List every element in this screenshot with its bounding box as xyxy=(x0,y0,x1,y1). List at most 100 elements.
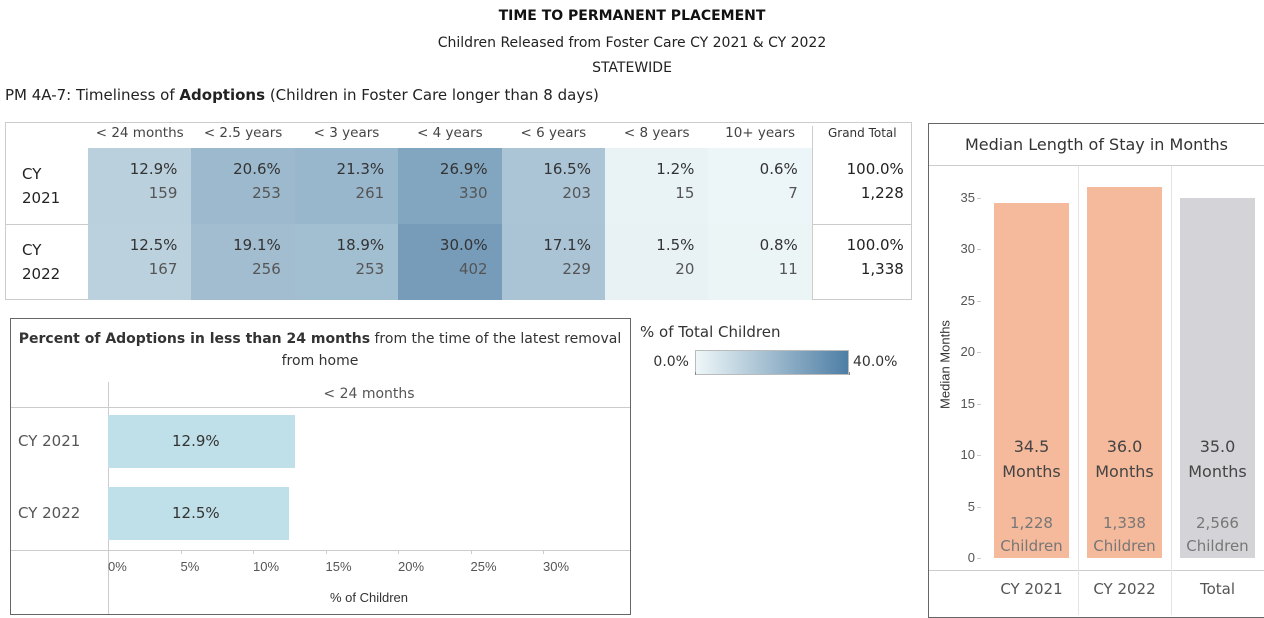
x-tick xyxy=(543,550,544,554)
column-header: < 6 years xyxy=(520,125,587,141)
subtitle: Children Released from Foster Care CY 20… xyxy=(437,35,827,51)
heat-cell: 17.1% 229 xyxy=(501,224,605,300)
y-tick xyxy=(977,558,981,559)
y-tick-label: 15 xyxy=(960,395,975,411)
x-tick-label: 10% xyxy=(253,559,280,574)
y-tick-label: 0 xyxy=(967,550,975,565)
cell-count: 11 xyxy=(778,260,798,278)
header-line xyxy=(11,407,630,408)
title: TIME TO PERMANENT PLACEMENT xyxy=(498,8,766,24)
heat-cell: 30.0% 402 xyxy=(398,224,502,300)
row-label: CY 2021 xyxy=(22,165,61,207)
hbar-title: Percent of Adoptions in less than 24 mon… xyxy=(14,328,626,372)
heat-cell: 12.5% 167 xyxy=(88,224,192,300)
total-count: 1,228 xyxy=(860,184,904,202)
section-title: PM 4A-7: Timeliness of Adoptions (Childr… xyxy=(5,86,599,104)
x-tick xyxy=(470,550,472,554)
category-label: CY 2021 xyxy=(18,432,81,450)
x-tick xyxy=(180,550,182,554)
cell-count: 7 xyxy=(788,184,798,202)
cell-count: 15 xyxy=(675,184,695,202)
x-tick xyxy=(398,550,399,554)
column-header: 10+ years xyxy=(725,125,796,141)
y-tick xyxy=(977,352,981,354)
y-tick xyxy=(977,197,981,199)
bar-label: 36.0 Months xyxy=(1095,437,1154,481)
section-title-part: (Children in Foster Care longer than 8 d… xyxy=(265,86,599,104)
count-label: 1,338 Children xyxy=(1093,514,1156,555)
heat-cell: 12.9% 159 xyxy=(88,148,192,224)
title-line xyxy=(929,165,1264,166)
x-tick-label: 15% xyxy=(325,559,352,574)
y-tick-label: 25 xyxy=(960,292,975,308)
bar xyxy=(108,415,296,468)
legend-bar xyxy=(695,350,849,375)
column-header: < 24 months xyxy=(323,386,415,402)
column-header: Grand Total xyxy=(811,126,912,300)
y-tick xyxy=(977,506,981,508)
x-tick xyxy=(108,550,109,554)
category-label: CY 2022 xyxy=(18,504,81,522)
band-divider xyxy=(1171,166,1172,615)
heat-cell: 21.3% 261 xyxy=(294,148,399,224)
y-axis-title: Median Months xyxy=(937,320,953,409)
cell-count: 167 xyxy=(148,260,178,278)
bar xyxy=(1180,197,1255,558)
x-tick-label: 5% xyxy=(180,559,200,574)
total-percent: 100.0% xyxy=(846,160,904,178)
cell-count: 253 xyxy=(252,184,281,202)
heat-cell: 18.9% 253 xyxy=(294,224,399,300)
total-percent: 100.0% xyxy=(846,236,904,254)
total-count: 1,338 xyxy=(860,260,904,278)
cell-count: 253 xyxy=(355,260,385,278)
legend-tick xyxy=(695,372,696,375)
legend-label: 40.0% xyxy=(853,354,898,370)
cell-percent: 1.5% xyxy=(656,236,695,254)
cell-percent: 19.1% xyxy=(233,236,281,254)
cell-percent: 17.1% xyxy=(543,236,591,254)
heat-cell: 20.6% 253 xyxy=(191,148,295,224)
cell-percent: 20.6% xyxy=(233,160,281,178)
x-tick-label: 20% xyxy=(398,559,425,574)
cell-count: 256 xyxy=(252,260,281,278)
cell-percent: 0.6% xyxy=(759,160,798,178)
cell-percent: 16.5% xyxy=(543,160,591,178)
band-divider xyxy=(1078,166,1079,615)
legend-tick xyxy=(849,372,850,375)
y-tick xyxy=(977,403,981,405)
x-axis-title: % of Children xyxy=(329,590,409,605)
y-tick xyxy=(977,249,981,251)
cell-count: 20 xyxy=(675,260,695,278)
y-tick-label: 30 xyxy=(960,241,975,257)
cell-count: 402 xyxy=(458,260,488,278)
region: STATEWIDE xyxy=(592,60,672,76)
cell-percent: 30.0% xyxy=(439,236,488,254)
row-label: CY 2022 xyxy=(22,241,61,283)
cell-percent: 0.8% xyxy=(759,236,798,254)
section-title-bold: Adoptions xyxy=(179,86,266,104)
column-header: < 4 years xyxy=(417,125,483,141)
heat-cell: 19.1% 256 xyxy=(191,224,295,300)
bar xyxy=(994,202,1069,558)
heat-cell: 0.6% 7 xyxy=(708,148,812,224)
x-tick xyxy=(325,550,327,554)
heat-cell: 0.8% 11 xyxy=(708,224,812,300)
legend-label: 0.0% xyxy=(653,354,689,370)
cell-percent: 18.9% xyxy=(336,236,385,254)
cell-percent: 12.9% xyxy=(129,160,178,178)
cell-percent: 21.3% xyxy=(336,160,385,178)
y-tick xyxy=(977,300,981,302)
heat-cell: 1.2% 15 xyxy=(605,148,709,224)
y-tick-label: 20 xyxy=(960,344,975,360)
x-tick-label: 0% xyxy=(108,559,127,574)
column-header: < 3 years xyxy=(313,125,380,141)
hbar-title-bold: Percent of Adoptions in less than 24 mon… xyxy=(18,331,371,347)
section-title-part: PM 4A-7: Timeliness of xyxy=(5,86,180,104)
legend-title: % of Total Children xyxy=(640,323,781,341)
column-header: < 8 years xyxy=(623,125,690,141)
count-label: 1,228 Children xyxy=(1000,514,1063,555)
cell-count: 229 xyxy=(562,260,591,278)
cell-count: 159 xyxy=(148,184,178,202)
cell-percent: 12.5% xyxy=(129,236,178,254)
